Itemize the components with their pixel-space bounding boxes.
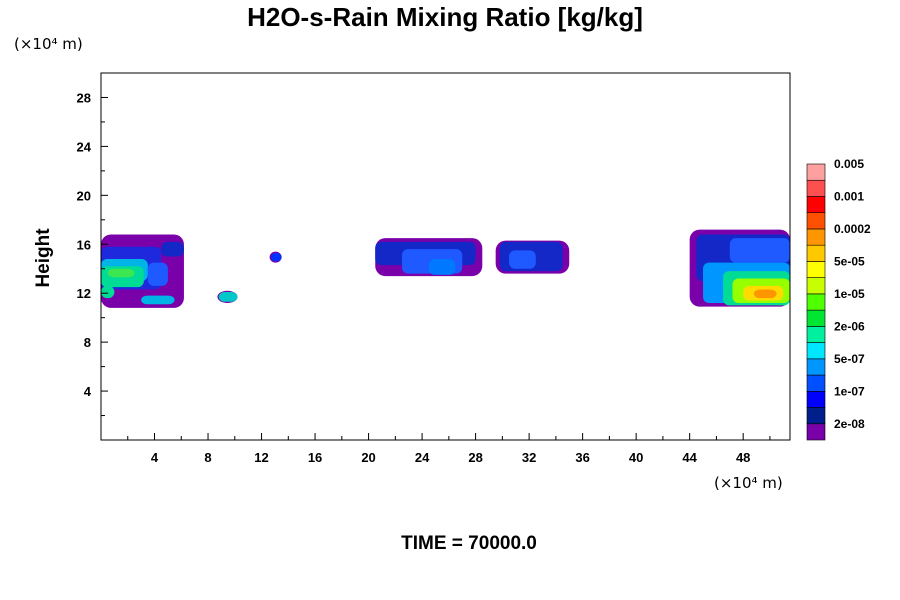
- contour-cell: [270, 252, 282, 262]
- colorbar-swatch: [806, 374, 826, 392]
- colorbar-swatch: [806, 309, 826, 327]
- colorbar-label: 1e-07: [834, 384, 865, 398]
- y-tick-label: 28: [77, 90, 91, 105]
- y-tick-label: 20: [77, 188, 91, 203]
- colorbar-swatch: [806, 261, 826, 278]
- colorbar-label: 2e-06: [834, 319, 865, 333]
- contour-cell: [101, 285, 115, 299]
- time-label: TIME = 70000.0: [401, 533, 537, 554]
- y-tick-label: 8: [84, 335, 91, 350]
- chart-title: H2O-s-Rain Mixing Ratio [kg/kg]: [247, 2, 643, 32]
- region-cloud-right: [689, 229, 790, 307]
- colorbar-label: 0.0002: [834, 222, 871, 236]
- contour-cell: [107, 268, 135, 278]
- colorbar-swatch: [806, 390, 826, 408]
- contour-cell: [147, 262, 168, 286]
- colorbar-swatch: [806, 277, 826, 295]
- plot-frame: [100, 72, 791, 441]
- colorbar-swatch: [806, 196, 826, 214]
- contour-cell: [218, 291, 238, 302]
- region-speck-13: [269, 251, 282, 263]
- contour-cell: [428, 258, 456, 275]
- y-unit-label: (×10⁴ m): [14, 35, 83, 53]
- x-unit-label: (×10⁴ m): [714, 474, 783, 492]
- colorbar-label: 2e-08: [834, 417, 865, 431]
- colorbar: 2e-08 1e-07 5e-07 2e-06 1e-05 5e-05 0.0002 0.00…: [806, 157, 871, 441]
- colorbar-label: 0.005: [834, 157, 864, 171]
- colorbar-swatch: [806, 228, 826, 246]
- x-tick-label: 32: [522, 450, 536, 465]
- contour-cell: [753, 289, 777, 299]
- region-cloud-mid: [375, 238, 483, 277]
- colorbar-swatch: [806, 358, 826, 376]
- contour-cell: [161, 241, 184, 257]
- y-tick-label: 4: [84, 384, 92, 399]
- x-tick-label: 8: [204, 450, 211, 465]
- x-tick-label: 24: [415, 450, 430, 465]
- colorbar-swatch: [806, 163, 826, 181]
- colorbar-swatch: [806, 423, 826, 441]
- region-cloud-32: [495, 240, 570, 274]
- region-cloud-left: [101, 234, 184, 308]
- colorbar-swatch: [806, 293, 826, 311]
- colorbar-label: 1e-05: [834, 287, 865, 301]
- colorbar-swatch: [806, 212, 826, 230]
- x-tick-label: 28: [468, 450, 482, 465]
- region-speck-9: [217, 290, 238, 303]
- x-tick-label: 12: [254, 450, 268, 465]
- colorbar-swatch: [806, 244, 826, 262]
- x-tick-label: 16: [308, 450, 322, 465]
- colorbar-label: 5e-07: [834, 352, 865, 366]
- y-axis-label: Height: [33, 228, 54, 288]
- x-tick-label: 44: [682, 450, 697, 465]
- colorbar-swatch: [806, 342, 826, 360]
- y-tick-label: 24: [77, 139, 92, 154]
- x-tick-label: 48: [736, 450, 750, 465]
- y-tick-label: 12: [77, 286, 91, 301]
- contour-fields: [101, 229, 790, 308]
- colorbar-swatch: [806, 179, 826, 197]
- contour-cell: [509, 250, 536, 269]
- x-tick-label: 4: [151, 450, 159, 465]
- x-tick-label: 40: [629, 450, 643, 465]
- y-tick-label: 16: [77, 237, 91, 252]
- colorbar-swatch: [806, 407, 826, 425]
- x-tick-label: 36: [575, 450, 589, 465]
- colorbar-label: 5e-05: [834, 254, 865, 268]
- contour-cell: [729, 238, 790, 263]
- contour-cell: [141, 295, 175, 305]
- x-tick-label: 20: [361, 450, 375, 465]
- colorbar-label: 0.001: [834, 189, 864, 203]
- colorbar-swatch: [806, 326, 826, 343]
